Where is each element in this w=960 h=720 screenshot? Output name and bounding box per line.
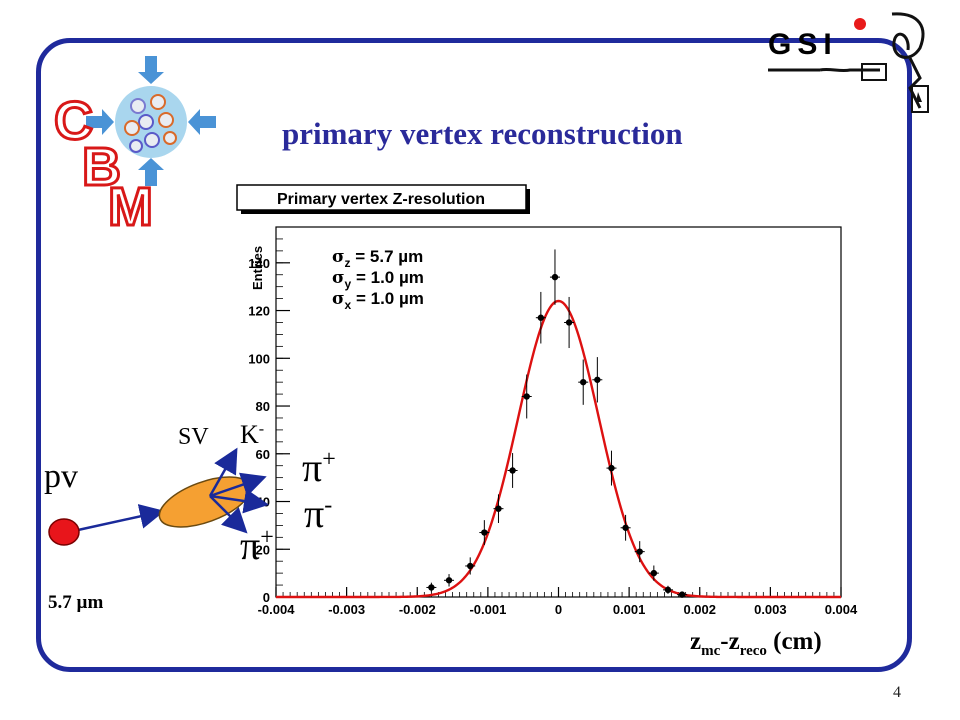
primary-vertex-marker: [48, 518, 80, 546]
gsi-logo-text: GSI: [768, 28, 838, 61]
y-tick-label: 120: [248, 304, 270, 319]
stat-line-z: σz = 5.7 µm: [332, 247, 423, 270]
x-tick-label: 0.001: [613, 602, 646, 617]
y-tick-label: 100: [248, 351, 270, 366]
cbm-nucleus-icon: [86, 56, 216, 186]
y-tick-label: 80: [256, 399, 270, 414]
chart-title-box: [236, 184, 527, 211]
data-point: [495, 505, 502, 512]
kaon-label: K-: [240, 420, 265, 449]
pion-plus-label-lower: π+: [240, 523, 274, 568]
y-tick-label: 60: [256, 447, 270, 462]
data-point: [678, 591, 686, 598]
data-point: [636, 548, 643, 555]
data-point: [537, 314, 545, 321]
x-axis-label: zmc-zreco (cm): [690, 628, 822, 659]
plot-frame: [275, 226, 842, 598]
y-tick-label: 20: [256, 542, 270, 557]
chart-title: Primary vertex Z-resolution: [277, 191, 485, 208]
x-tick-label: 0.004: [825, 602, 858, 617]
kaon-track: [208, 447, 238, 497]
data-point: [523, 393, 530, 400]
pion2-track: [209, 488, 269, 514]
x-tick-label: 0.002: [683, 602, 716, 617]
y-axis-label: Entries: [250, 246, 265, 290]
pion-plus-label-upper: π+: [302, 445, 336, 490]
data-point: [481, 529, 488, 536]
data-point: [594, 376, 601, 383]
y-tick-label: 140: [248, 256, 270, 271]
gsi-emblem-icon: [768, 12, 929, 113]
data-point: [445, 577, 453, 584]
x-tick-label: -0.004: [258, 602, 296, 617]
y-tick-label: 0: [263, 590, 270, 605]
cbm-logo-b: B: [81, 136, 123, 199]
gaussian-fit-curve: [276, 299, 841, 599]
x-tick-label: 0.003: [754, 602, 787, 617]
data-point: [608, 464, 615, 472]
sv-label: SV: [178, 424, 209, 450]
data-point: [580, 378, 587, 386]
data-point: [664, 586, 672, 594]
stat-line-y: σy = 1.0 µm: [332, 268, 424, 291]
resolution-scale-label: 5.7 µm: [48, 592, 104, 613]
cbm-logo-m: M: [107, 176, 155, 239]
pion1-track: [209, 472, 267, 498]
data-point: [650, 569, 658, 577]
x-tick-label: -0.001: [469, 602, 506, 617]
page-number: 4: [893, 684, 901, 701]
x-tick-label: 0: [555, 602, 562, 617]
stat-line-x: σx = 1.0 µm: [332, 289, 424, 312]
pv-to-sv-track: [77, 504, 165, 532]
cbm-logo-c: C: [53, 90, 95, 153]
slide-title: primary vertex reconstruction: [282, 116, 683, 151]
data-point: [509, 467, 516, 474]
slide-frame: [36, 38, 912, 672]
data-point: [467, 562, 474, 570]
data-point: [565, 319, 573, 326]
pion-minus-label: π-: [304, 491, 333, 536]
x-tick-label: -0.003: [328, 602, 365, 617]
pv-label: pv: [44, 458, 78, 495]
data-point: [551, 273, 559, 281]
pion3-track: [209, 495, 248, 534]
data-point: [428, 584, 435, 591]
x-tick-label: -0.002: [399, 602, 436, 617]
data-point: [622, 524, 629, 531]
